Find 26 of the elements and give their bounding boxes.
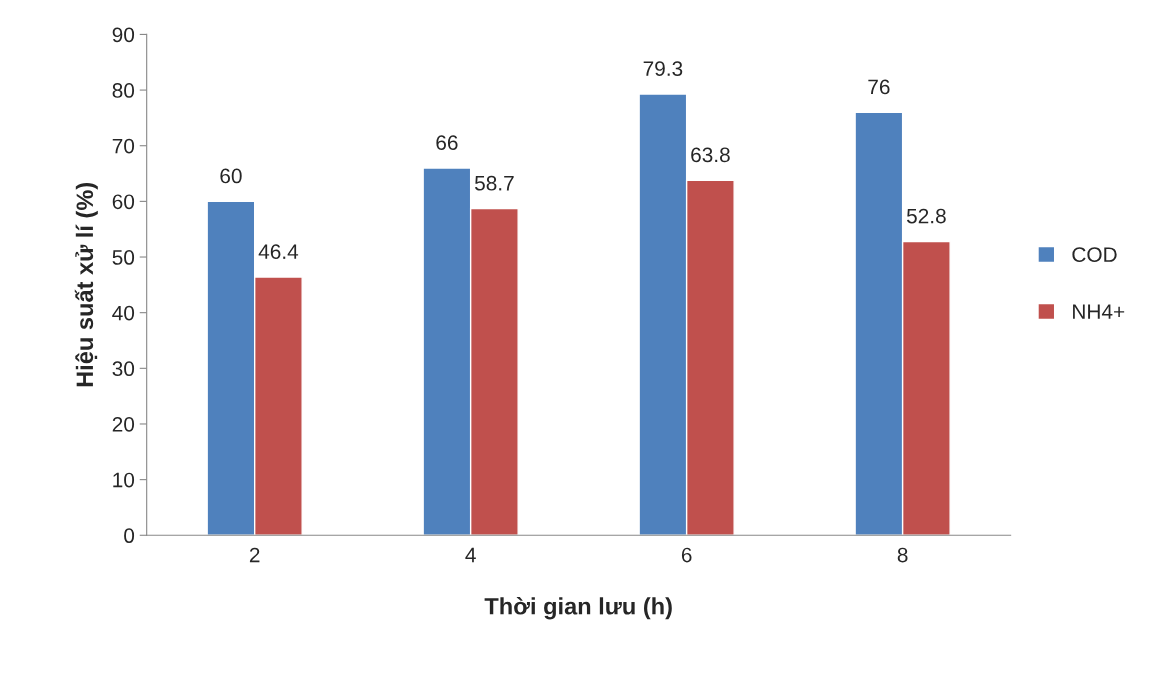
y-tick-label: 20 <box>112 416 135 432</box>
x-tick-label: 6 <box>681 547 692 563</box>
x-tick-label: 2 <box>249 547 260 563</box>
y-tick-label: 60 <box>112 194 135 210</box>
y-tick-label: 40 <box>112 305 135 321</box>
data-label: 66 <box>436 135 458 150</box>
y-tick-label: 0 <box>124 528 135 544</box>
y-tick-label: 70 <box>112 138 135 154</box>
y-tick-label: 10 <box>113 472 135 488</box>
x-tick-label: 8 <box>897 547 908 563</box>
x-tick-label: 4 <box>465 547 476 563</box>
x-axis-title: Thời gian lưu (h) <box>484 597 672 620</box>
y-tick-label: 30 <box>112 361 135 377</box>
data-label: 58.7 <box>474 175 514 191</box>
y-axis-title: Hiệu suất xử lí (%) <box>74 183 98 387</box>
y-tick-label: 80 <box>112 83 135 98</box>
y-tick-label: 90 <box>112 27 135 43</box>
data-label: 63.8 <box>691 147 730 163</box>
data-label: 52.8 <box>906 208 946 224</box>
data-label: 79.3 <box>643 61 683 76</box>
data-label: 46.4 <box>258 244 299 260</box>
y-tick-label: 50 <box>112 250 135 265</box>
legend-label: COD <box>1072 247 1117 262</box>
legend-label: NH4+ <box>1073 304 1125 319</box>
data-label: 76 <box>868 79 890 95</box>
data-label: 60 <box>220 168 242 184</box>
